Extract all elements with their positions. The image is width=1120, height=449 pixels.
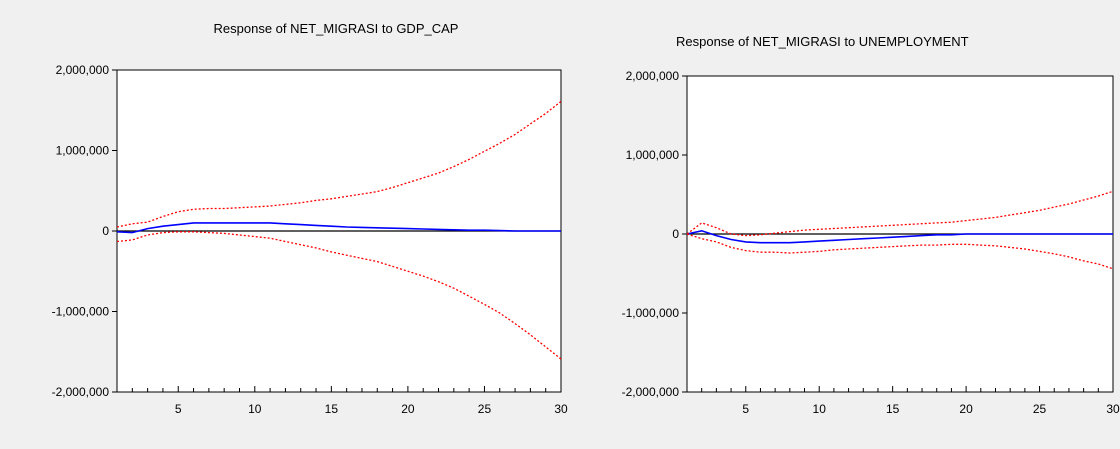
- y-tick-label: 1,000,000: [626, 148, 680, 162]
- confidence-band-upper: [686, 190, 1114, 237]
- x-tick-label: 20: [959, 402, 973, 416]
- x-tick-label: 20: [401, 402, 415, 416]
- x-tick-label: 15: [325, 402, 339, 416]
- x-tick-label: 10: [248, 402, 262, 416]
- x-tick-label: 10: [813, 402, 827, 416]
- x-tick-label: 25: [478, 402, 492, 416]
- chart-panel-unemployment: Response of NET_MIGRASI to UNEMPLOYMENT …: [622, 34, 1120, 416]
- x-tick-label: 25: [1033, 402, 1047, 416]
- x-tick-label: 5: [742, 402, 749, 416]
- confidence-band-lower: [686, 233, 1114, 270]
- x-tick-label: 5: [175, 402, 182, 416]
- x-tick-label: 30: [554, 402, 568, 416]
- chart-title: Response of NET_MIGRASI to GDP_CAP: [214, 21, 459, 36]
- chart-title: Response of NET_MIGRASI to UNEMPLOYMENT: [676, 34, 969, 49]
- y-tick-label: 0: [672, 227, 679, 241]
- y-tick-label: -1,000,000: [622, 306, 680, 320]
- response-line: [116, 222, 561, 234]
- x-tick-label: 30: [1106, 402, 1120, 416]
- y-tick-label: -2,000,000: [52, 385, 110, 399]
- y-tick-label: 2,000,000: [626, 69, 680, 83]
- y-tick-label: 1,000,000: [56, 144, 110, 158]
- confidence-band-upper: [116, 100, 562, 228]
- y-tick-label: 2,000,000: [56, 63, 110, 77]
- x-tick-label: 15: [886, 402, 900, 416]
- chart-panel-gdp-cap: Response of NET_MIGRASI to GDP_CAP 2,000…: [52, 21, 568, 416]
- response-line: [686, 229, 1113, 244]
- confidence-band-lower: [116, 231, 562, 360]
- y-tick-label: 0: [102, 224, 109, 238]
- y-tick-label: -1,000,000: [52, 305, 110, 319]
- y-tick-label: -2,000,000: [622, 385, 680, 399]
